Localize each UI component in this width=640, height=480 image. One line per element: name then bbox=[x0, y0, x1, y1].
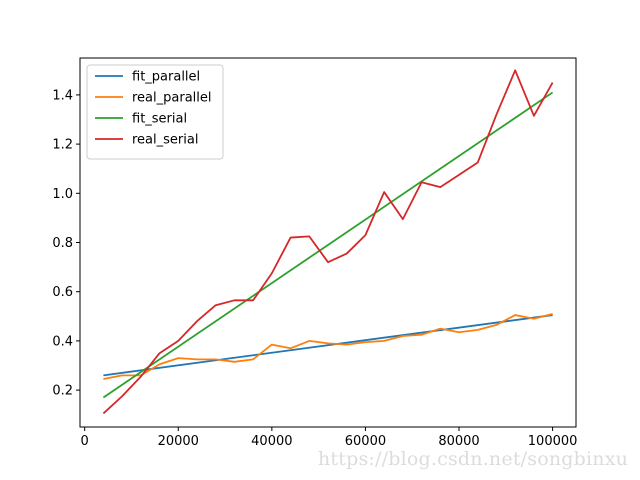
series-line-real_serial bbox=[102, 69, 554, 415]
watermark: https://blog.csdn.net/songbinxu bbox=[318, 448, 629, 470]
series-line-real_parallel bbox=[103, 312, 553, 380]
legend-label-fit_parallel: fit_parallel bbox=[132, 70, 200, 85]
legend-label-real_parallel: real_parallel bbox=[132, 91, 212, 106]
series-line-fit_parallel bbox=[103, 314, 553, 377]
series-layer bbox=[102, 69, 554, 415]
x-tick-label: 20000 bbox=[158, 434, 199, 449]
legend-label-fit_serial: fit_serial bbox=[132, 112, 187, 127]
x-tick-label: 80000 bbox=[438, 434, 479, 449]
y-tick-label: 1.0 bbox=[52, 187, 73, 202]
legend: fit_parallel real_parallel fit_serial real_… bbox=[86, 64, 224, 160]
y-tick-label: 1.2 bbox=[52, 138, 73, 153]
y-tick-label: 0.6 bbox=[52, 285, 73, 300]
x-tick-label: 100000 bbox=[528, 434, 578, 449]
y-axis: 0.2 0.4 0.6 0.8 1.0 1.2 1.4 bbox=[52, 88, 80, 399]
x-tick-label: 40000 bbox=[251, 434, 292, 449]
y-tick-label: 1.4 bbox=[52, 88, 73, 103]
y-tick-label: 0.2 bbox=[52, 384, 73, 399]
legend-box bbox=[86, 64, 224, 160]
x-axis: 0 20000 40000 60000 80000 100000 bbox=[81, 427, 578, 449]
x-tick-label: 60000 bbox=[345, 434, 386, 449]
series-line-fit_serial bbox=[102, 91, 554, 399]
legend-label-real_serial: real_serial bbox=[132, 133, 198, 148]
y-tick-label: 0.4 bbox=[52, 334, 73, 349]
x-tick-label: 0 bbox=[81, 434, 89, 449]
y-tick-label: 0.8 bbox=[52, 236, 73, 251]
